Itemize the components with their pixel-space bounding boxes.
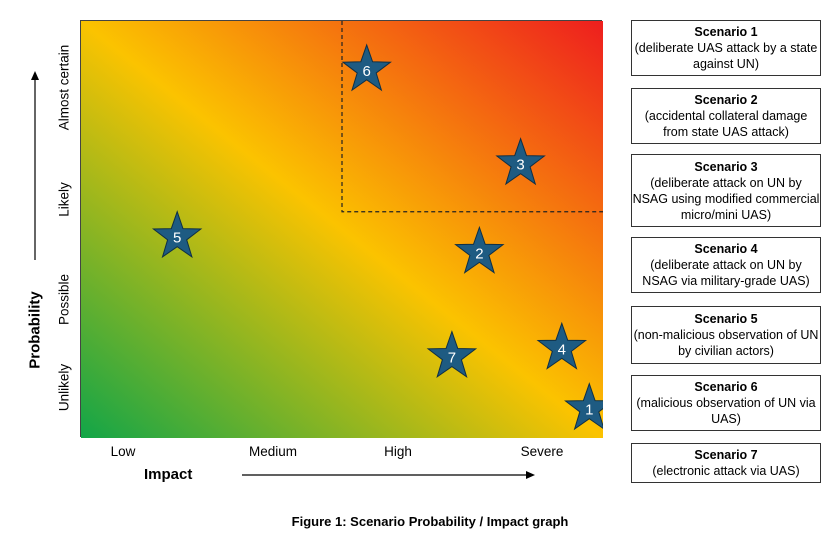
scenario-box-1: Scenario 1 (deliberate UAS attack by a s… (631, 20, 821, 76)
scenario-marker-1: 1 (564, 382, 603, 431)
marker-label: 6 (363, 63, 371, 80)
star-marker (564, 382, 603, 431)
star-marker (341, 43, 392, 92)
xtick-severe: Severe (520, 444, 564, 459)
star-marker (426, 330, 478, 379)
ytick-possible: Possible (56, 273, 72, 326)
xtick-medium: Medium (248, 444, 298, 459)
scenario-box-2: Scenario 2 (accidental collateral damage… (631, 88, 821, 144)
scenario-desc: (deliberate attack on UN by NSAG using m… (632, 175, 820, 222)
scenario-marker-3: 3 (495, 137, 546, 186)
scenario-title: Scenario 6 (694, 380, 758, 394)
figure-caption: Figure 1: Scenario Probability / Impact … (291, 514, 569, 529)
marker-label: 2 (475, 245, 483, 262)
scenario-title: Scenario 5 (694, 312, 758, 326)
scenario-box-7: Scenario 7 (electronic attack via UAS) (631, 443, 821, 483)
marker-label: 4 (558, 341, 566, 358)
scenario-desc: (deliberate UAS attack by a state agains… (634, 41, 818, 71)
scenario-marker-2: 2 (454, 225, 505, 274)
xtick-high: High (384, 444, 412, 459)
xtick-low: Low (110, 444, 136, 459)
scenario-title: Scenario 7 (694, 448, 758, 462)
scenario-marker-5: 5 (151, 210, 203, 259)
star-marker (536, 321, 588, 370)
star-marker (151, 210, 203, 259)
scenario-marker-4: 4 (536, 321, 588, 370)
scenario-marker-6: 6 (341, 43, 392, 92)
marker-label: 7 (448, 350, 456, 367)
risk-matrix-plot: 1 2 3 4 5 6 7 (80, 20, 603, 438)
scenario-box-6: Scenario 6 (malicious observation of UN … (631, 375, 821, 431)
scenario-title: Scenario 1 (694, 25, 758, 39)
ytick-almost-certain: Almost certain (56, 44, 72, 131)
y-axis-arrow (31, 71, 39, 260)
marker-label: 1 (585, 402, 593, 419)
scenario-title: Scenario 3 (694, 159, 758, 174)
scenario-desc: (deliberate attack on UN by NSAG via mil… (642, 258, 810, 288)
scenario-desc: (malicious observation of UN via UAS) (636, 396, 816, 426)
y-axis-label: Probability (26, 291, 44, 369)
scenario-box-4: Scenario 4 (deliberate attack on UN by N… (631, 237, 821, 293)
marker-label: 5 (173, 230, 181, 247)
scenario-box-5: Scenario 5 (non-malicious observation of… (631, 306, 821, 364)
scenario-desc: (electronic attack via UAS) (652, 464, 800, 478)
scenario-desc: (non-malicious observation of UN by civi… (633, 328, 819, 358)
ytick-likely: Likely (56, 182, 72, 217)
x-axis-label: Impact (144, 466, 193, 483)
scenario-desc: (accidental collateral damage from state… (644, 109, 808, 139)
high-risk-region-boundary (341, 21, 603, 213)
chart-svg: 1 2 3 4 5 6 7 (81, 21, 603, 438)
scenario-title: Scenario 2 (694, 93, 758, 107)
star-marker (495, 137, 546, 186)
star-marker (454, 225, 505, 274)
ytick-unlikely: Unlikely (56, 363, 72, 412)
x-axis-arrow (242, 471, 535, 479)
scenario-box-3: Scenario 3 (deliberate attack on UN by N… (631, 154, 821, 227)
marker-label: 3 (516, 157, 524, 174)
scenario-title: Scenario 4 (694, 242, 758, 256)
scenario-marker-7: 7 (426, 330, 478, 379)
